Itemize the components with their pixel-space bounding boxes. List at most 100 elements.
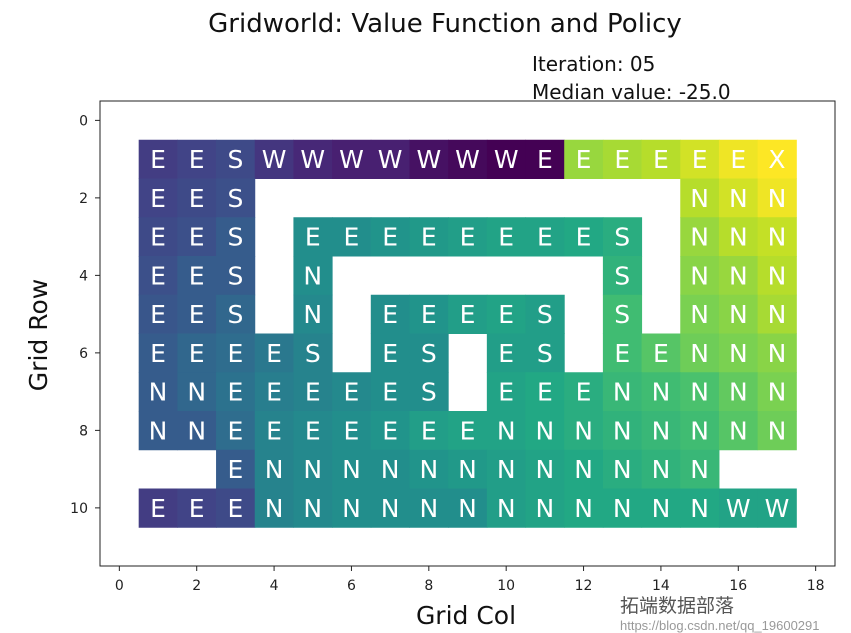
x-tick-label: 14 [652,578,670,594]
policy-label: N [652,416,671,445]
heatmap-cell [525,333,565,373]
heatmap-cell [718,256,759,296]
policy-label: E [150,261,166,290]
policy-label: N [574,455,593,484]
watermark-brand: 拓端数据部落 [620,595,735,617]
heatmap-cell [177,178,217,218]
policy-label: N [613,494,632,523]
heatmap-cell [177,333,217,373]
policy-label: S [614,261,630,290]
heatmap-cell [293,411,333,451]
policy-label: N [768,416,787,445]
heatmap-cell [486,372,527,412]
heatmap-cell [254,411,294,451]
policy-label: E [150,300,166,329]
policy-label: N [652,378,671,407]
heatmap-cell [216,372,256,412]
policy-label: E [498,300,514,329]
heatmap-cell [486,411,527,451]
heatmap-cell [332,449,372,489]
heatmap-cell [177,217,217,257]
chart-title: Gridworld: Value Function and Policy [208,9,682,39]
heatmap-cell [177,294,217,334]
policy-label: N [690,494,709,523]
policy-label: N [690,416,709,445]
heatmap-cell [138,139,178,179]
policy-label: N [652,494,671,523]
heatmap-cell [370,411,410,451]
policy-label: S [227,261,243,290]
policy-label: E [498,223,514,252]
policy-label: N [187,378,206,407]
heatmap-cell [564,217,604,257]
heatmap-cell [177,139,217,179]
policy-label: E [189,223,205,252]
policy-label: E [692,145,708,174]
policy-label: N [768,339,787,368]
x-tick-label: 2 [192,578,201,594]
policy-label: E [266,416,282,445]
heatmap-cell [138,372,178,412]
policy-label: E [382,223,398,252]
heatmap-cell [718,294,759,334]
policy-label: N [729,184,748,213]
heatmap-cell [680,139,720,179]
heatmap-cell [216,411,256,451]
heatmap-cell [293,294,333,334]
heatmap-cell [602,488,643,528]
heatmap-cell [293,488,333,528]
heatmap-cell [254,449,294,489]
policy-label: E [344,416,360,445]
heatmap-cell [293,256,333,296]
heatmap-cell [370,139,410,179]
policy-label: E [189,145,205,174]
policy-label: E [305,223,321,252]
heatmap-cell [718,139,759,179]
heatmap-cell [564,488,604,528]
heatmap-cell [602,294,643,334]
policy-label: N [342,455,361,484]
policy-label: N [187,416,206,445]
policy-label: S [227,300,243,329]
policy-label: E [537,223,553,252]
heatmap-cell [718,488,759,528]
policy-label: S [305,339,321,368]
policy-label: N [613,378,632,407]
policy-label: E [460,300,476,329]
x-tick-label: 4 [270,578,279,594]
heatmap-cell [602,256,643,296]
heatmap-cell [564,449,604,489]
heatmap-cell [602,372,643,412]
heatmap-cell [564,411,604,451]
heatmap-cell [409,294,449,334]
heatmap-cell [254,139,294,179]
heatmap-cell [641,411,681,451]
x-axis-label: Grid Col [416,601,516,630]
heatmap-cell [757,217,797,257]
x-tick-label: 6 [347,578,356,594]
policy-label: W [726,494,751,523]
y-tick-label: 8 [79,423,88,439]
heatmap-cell [680,333,720,373]
heatmap-cell [177,411,217,451]
policy-label: X [768,145,785,174]
x-tick-label: 12 [575,578,593,594]
heatmap-cell [332,372,372,412]
policy-label: N [690,184,709,213]
y-tick-label: 4 [79,268,88,284]
policy-label: E [266,339,282,368]
heatmap-cell [525,139,565,179]
policy-label: E [653,339,669,368]
heatmap-cell [718,217,759,257]
heatmap-cell [216,178,256,218]
policy-label: N [303,455,322,484]
policy-label: E [460,416,476,445]
heatmap-cell [641,449,681,489]
heatmap-cell [680,449,720,489]
y-axis-label: Grid Row [24,279,53,391]
heatmap-cell [757,372,797,412]
policy-label: W [455,145,480,174]
policy-label: E [150,145,166,174]
policy-label: N [690,261,709,290]
